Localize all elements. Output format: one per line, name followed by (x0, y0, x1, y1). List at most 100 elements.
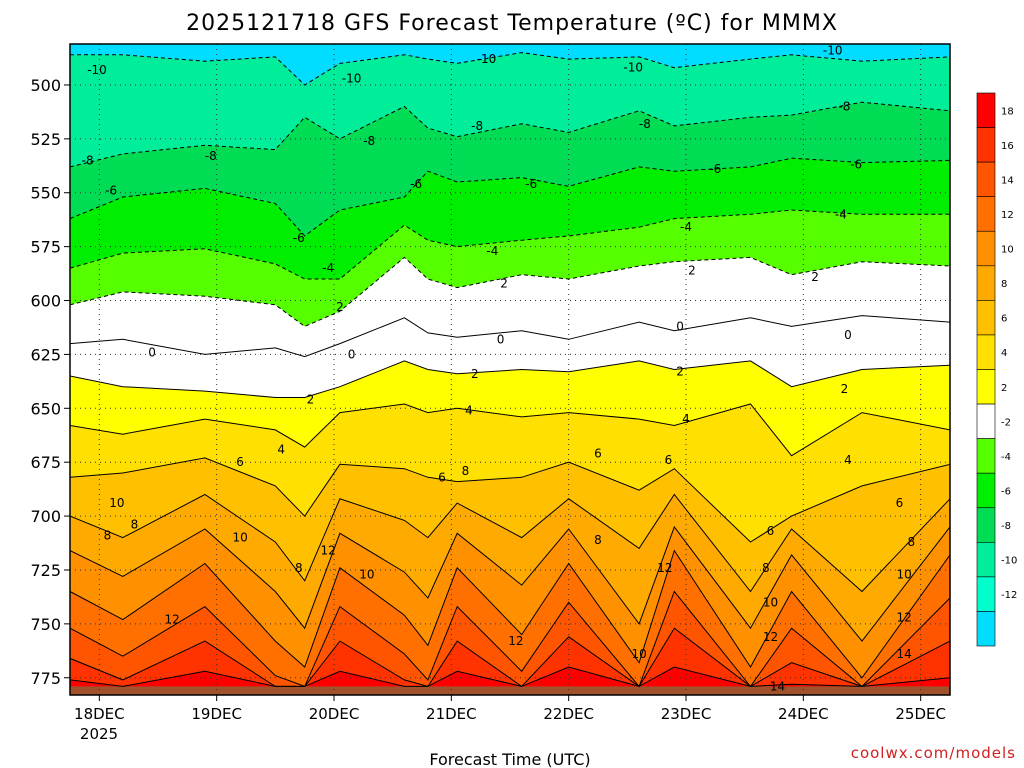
isotherm-label: 2 (688, 263, 696, 277)
isotherm-label: 12 (763, 630, 778, 644)
isotherm-line (70, 315, 950, 358)
isotherm-label: 2 (811, 270, 819, 284)
colorbar-label: 2 (1001, 383, 1007, 394)
grid (70, 44, 950, 695)
isotherm-line (70, 157, 950, 237)
isotherm-line (70, 101, 950, 168)
surface-ground (70, 686, 950, 695)
colorbar-label: 16 (1001, 141, 1014, 152)
isotherm-label: 6 (767, 524, 775, 538)
isotherm-label: 2 (500, 276, 508, 290)
x-tick-label: 24DEC (778, 705, 829, 723)
colorbar-swatch (976, 196, 996, 232)
temperature-band (70, 591, 950, 695)
isotherm-label: 8 (462, 464, 470, 478)
isotherm-line (70, 525, 950, 642)
y-tick-label: 725 (30, 561, 61, 580)
x-axis-time: 18DEC 19DEC 20DEC 21DEC 22DEC 23DEC 24DEC 25DEC (74, 695, 946, 723)
isotherm-label: -6 (293, 231, 305, 245)
colorbar-label: -2 (1001, 417, 1011, 428)
plot-frame (69, 43, 951, 696)
colorbar-label: -10 (1001, 556, 1017, 567)
isotherm-label: 2 (336, 300, 344, 314)
isotherm-label: -6 (709, 162, 721, 176)
colorbar-swatch (976, 542, 996, 578)
y-tick-label: 700 (30, 507, 61, 526)
isotherm-label: -8 (838, 100, 850, 114)
isotherm-label: 4 (465, 404, 473, 418)
x-tick-label: 20DEC (309, 705, 360, 723)
isotherm-label: 10 (897, 567, 912, 581)
isotherm-label: 12 (508, 634, 523, 648)
isotherm-label: 8 (295, 561, 303, 575)
isotherm-label: -8 (363, 134, 375, 148)
isotherm-label: -4 (680, 220, 692, 234)
colorbar-label: 8 (1001, 279, 1007, 290)
x-tick-label: 18DEC (74, 705, 125, 723)
y-tick-label: 675 (30, 453, 61, 472)
x-tick-label: 21DEC (426, 705, 477, 723)
y-tick-label: 650 (30, 399, 61, 418)
isotherm-label: -10 (87, 63, 107, 77)
isotherm-lines (70, 52, 950, 688)
colorbar-label: 14 (1001, 175, 1014, 186)
isotherm-label: -4 (486, 244, 498, 258)
colorbar-label: 4 (1001, 348, 1007, 359)
colorbar-label: 12 (1001, 210, 1014, 221)
plot-area (70, 44, 950, 695)
isotherm-label: -10 (477, 52, 497, 66)
x-tick-label: 22DEC (543, 705, 594, 723)
y-tick-label: 750 (30, 615, 61, 634)
isotherm-label: 10 (359, 567, 374, 581)
colorbar-swatch (976, 472, 996, 509)
isotherm-line (70, 590, 950, 688)
colorbar-label: -12 (1001, 590, 1017, 601)
colorbar-swatch (976, 300, 996, 336)
isotherm-line (70, 52, 950, 86)
isotherm-label: -6 (850, 158, 862, 172)
isotherm-label: 6 (438, 470, 446, 484)
isotherm-label: -4 (835, 207, 847, 221)
x-axis-title: Forecast Time (UTC) (429, 750, 590, 768)
isotherm-label: 4 (682, 412, 690, 426)
isotherm-label: 6 (896, 496, 904, 510)
isotherm-label: 2 (471, 367, 479, 381)
temperature-band (70, 628, 950, 695)
colorbar-swatch (976, 92, 996, 128)
isotherm-label: 0 (497, 332, 505, 346)
isotherm-line (70, 256, 950, 327)
isotherm-line (70, 360, 950, 398)
isotherm-label: 14 (897, 647, 912, 661)
isotherm-label: 8 (762, 561, 770, 575)
colorbar-legend: 18 16 14 12 10 8 6 4 2 -2 -4 -6 -8 -10 -12 (976, 92, 1017, 647)
y-tick-label: 775 (30, 669, 61, 688)
x-axis-year-label: 2025 (80, 725, 118, 743)
y-tick-label: 550 (30, 184, 61, 203)
isotherm-label: -10 (342, 72, 362, 86)
isotherm-label: 0 (148, 345, 156, 359)
isotherm-label: -6 (410, 177, 422, 191)
isotherm-label: 8 (104, 529, 112, 543)
colorbar-label: 18 (1001, 106, 1014, 117)
colorbar-swatch (976, 438, 996, 474)
y-axis-pressure: 500 525 550 575 600 625 650 675 700 725 750 775 (30, 76, 70, 688)
x-tick-label: 19DEC (191, 705, 242, 723)
isotherm-label: 6 (665, 453, 673, 467)
isotherm-label: 4 (844, 453, 852, 467)
colorbar-label: -4 (1001, 452, 1011, 463)
isotherm-line (70, 457, 950, 543)
isotherm-label: 8 (594, 533, 602, 547)
y-tick-label: 575 (30, 238, 61, 257)
isotherm-line (70, 666, 950, 687)
isotherm-label: 0 (676, 319, 684, 333)
colorbar-label: 10 (1001, 245, 1014, 256)
colorbar-label: -8 (1001, 521, 1011, 532)
isotherm-line (70, 627, 950, 688)
isotherm-label: 14 (770, 679, 785, 693)
colorbar-swatch (976, 127, 996, 163)
isotherm-label: 12 (320, 544, 335, 558)
colorbar-swatch (976, 576, 996, 612)
colorbar-label: 6 (1001, 314, 1007, 325)
isotherm-label: -6 (105, 184, 117, 198)
